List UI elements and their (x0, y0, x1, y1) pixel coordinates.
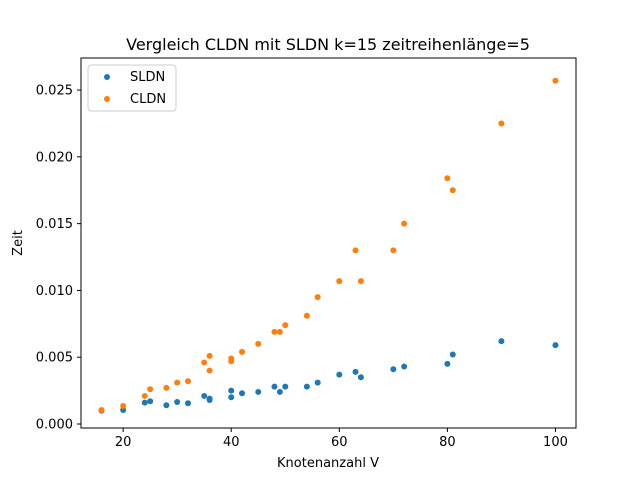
point-sldn (357, 374, 364, 381)
point-sldn (228, 394, 235, 401)
point-sldn (390, 366, 397, 373)
legend: SLDN CLDN (87, 64, 177, 112)
legend-box (87, 64, 177, 112)
y-tick-label: 0.010 (36, 284, 73, 299)
point-sldn (552, 342, 559, 349)
point-sldn (239, 390, 246, 397)
point-sldn (206, 396, 213, 403)
y-tick-label: 0.000 (36, 417, 73, 432)
x-axis-ticks: 20 40 60 80 100 (115, 428, 568, 450)
point-sldn (276, 388, 283, 395)
point-sldn (303, 383, 310, 390)
point-sldn (271, 383, 278, 390)
point-sldn (201, 392, 208, 399)
point-cldn (255, 340, 262, 347)
point-cldn (390, 247, 397, 254)
point-cldn (314, 294, 321, 301)
point-cldn (174, 379, 181, 386)
point-sldn (352, 368, 359, 375)
point-sldn (401, 363, 408, 370)
point-cldn (401, 220, 408, 227)
point-cldn (357, 278, 364, 285)
y-axis-ticks: 0.000 0.005 0.010 0.015 0.020 0.025 (36, 84, 81, 432)
chart-title: Vergleich CLDN mit SLDN k=15 zeitreihenl… (126, 35, 530, 54)
point-sldn (163, 402, 170, 409)
x-tick-label: 100 (543, 435, 568, 450)
point-cldn (141, 392, 148, 399)
legend-marker-sldn (104, 74, 110, 80)
plot-frame (80, 57, 577, 429)
x-axis-label: Knotenanzahl V (277, 456, 379, 471)
point-cldn (185, 378, 191, 385)
point-cldn (147, 386, 154, 393)
point-cldn (498, 120, 505, 127)
point-sldn (174, 398, 181, 405)
point-cldn (336, 278, 343, 285)
point-sldn (255, 388, 262, 395)
point-cldn (206, 352, 213, 359)
y-tick-label: 0.005 (36, 351, 73, 366)
point-sldn (498, 338, 505, 345)
point-cldn (352, 247, 359, 254)
point-cldn (303, 312, 310, 319)
point-cldn (276, 328, 283, 335)
data-points (98, 77, 559, 414)
point-sldn (444, 360, 451, 367)
y-axis-label: Zeit (11, 230, 26, 256)
point-cldn (444, 175, 451, 182)
point-cldn (201, 359, 208, 366)
point-sldn (185, 400, 191, 407)
point-sldn (314, 379, 321, 386)
point-cldn (271, 328, 278, 335)
point-cldn (98, 406, 105, 413)
y-tick-label: 0.025 (36, 84, 73, 99)
y-tick-label: 0.020 (36, 150, 73, 165)
legend-label-cldn: CLDN (130, 92, 166, 107)
x-tick-label: 20 (115, 435, 132, 450)
x-tick-label: 60 (331, 435, 348, 450)
x-tick-label: 40 (223, 435, 240, 450)
point-cldn (120, 402, 127, 409)
point-cldn (163, 384, 170, 391)
point-cldn (449, 187, 456, 194)
point-sldn (449, 351, 456, 358)
point-sldn (147, 398, 154, 405)
legend-label-sldn: SLDN (130, 70, 165, 85)
legend-marker-cldn (104, 96, 110, 102)
point-cldn (239, 348, 246, 355)
point-cldn (282, 322, 289, 329)
point-sldn (228, 387, 235, 394)
point-cldn (206, 367, 213, 374)
y-tick-label: 0.015 (36, 217, 73, 232)
point-cldn (228, 358, 235, 365)
point-sldn (282, 383, 289, 390)
x-tick-label: 80 (439, 435, 456, 450)
point-sldn (336, 371, 343, 378)
point-sldn (141, 399, 148, 406)
point-cldn (552, 77, 559, 84)
